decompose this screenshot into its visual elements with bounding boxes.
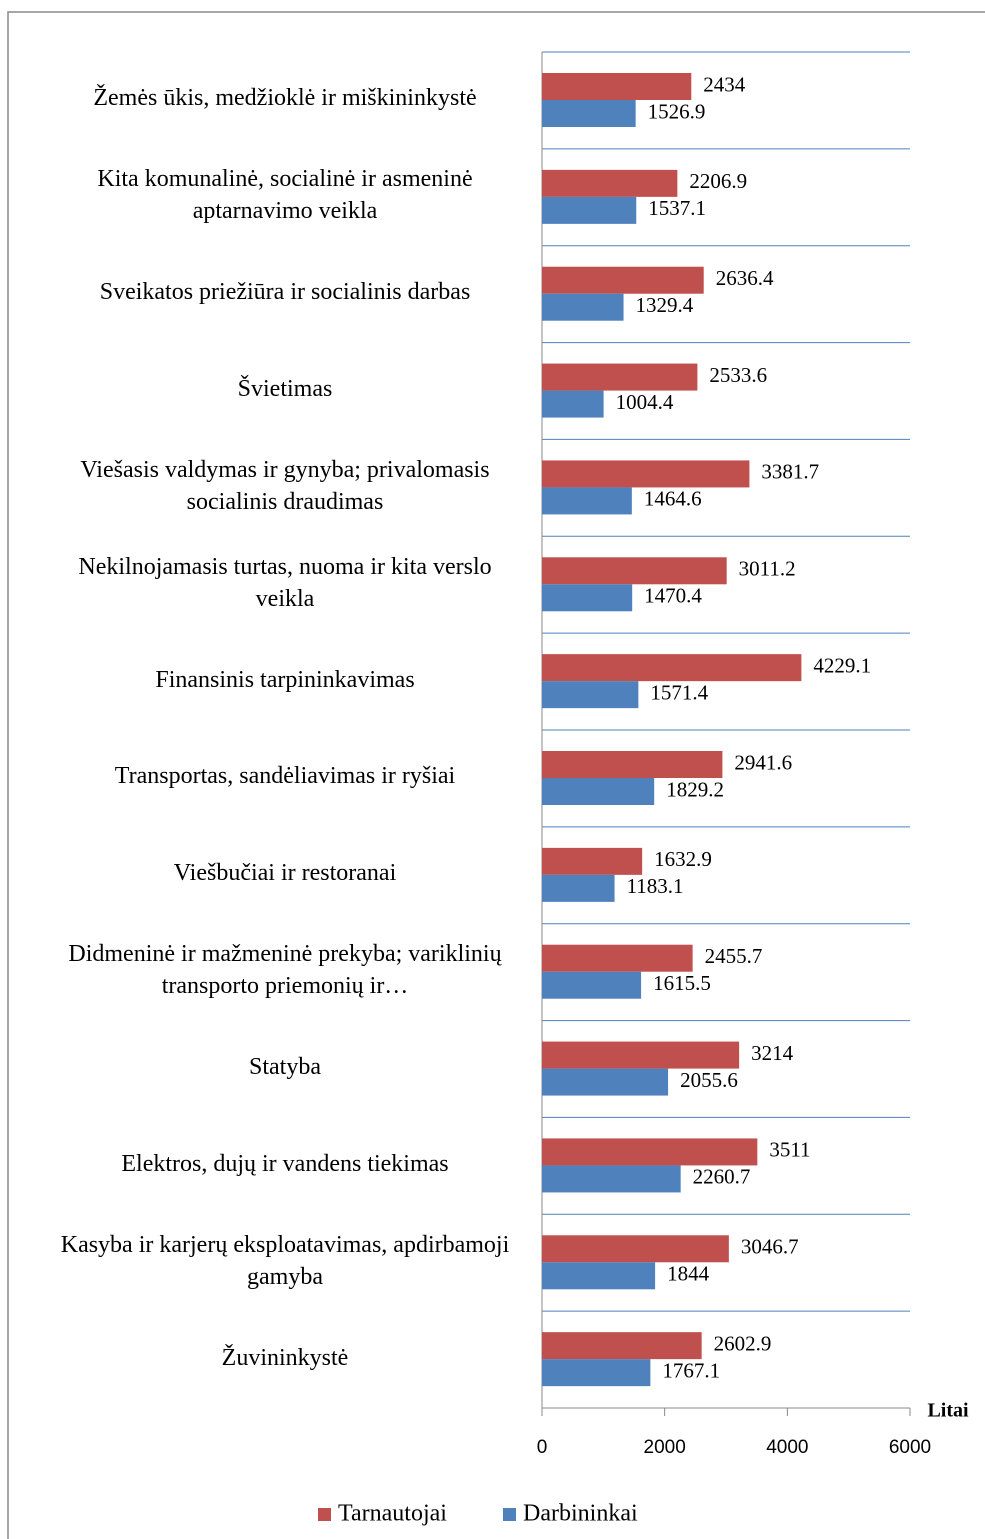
bar [542,778,655,805]
bar [542,681,639,709]
value-label: 2434 [703,72,746,96]
bar [542,100,636,127]
bar [542,1235,729,1263]
legend-label: Tarnautojai [338,1501,447,1527]
y-tick-label: Švietimas [237,376,333,402]
legend-swatch [318,1508,331,1521]
bar [542,196,637,224]
value-label: 1632.9 [654,847,712,871]
bar [542,169,678,197]
legend-label: Darbininkai [523,1501,638,1527]
y-tick-label: Kasyba ir karjerų eksploatavimas, apdirb… [60,1231,510,1290]
x-tick-label: 0 [537,1437,548,1458]
bar [542,293,624,321]
bar [542,654,802,682]
bar [542,584,633,612]
bar [542,557,727,585]
y-tick-label: Žemės ūkis, medžioklė ir miškininkystė [93,85,477,112]
value-label: 3381.7 [761,460,819,484]
bar [542,73,692,100]
x-tick-label: 4000 [766,1437,808,1458]
y-tick-label: Sveikatos priežiūra ir socialinis darbas [99,279,471,306]
value-label: 2636.4 [716,266,774,290]
value-label: 1464.6 [644,487,702,511]
value-label: 3511 [769,1138,810,1162]
value-label: 1615.5 [653,971,711,995]
x-tick-label: 2000 [644,1437,686,1458]
value-label: 1767.1 [662,1358,720,1382]
bar [542,751,723,778]
value-label: 3214 [751,1041,794,1065]
y-tick-label: Finansinis tarpininkavimas [155,666,415,693]
value-label: 1844 [667,1262,710,1286]
bar [542,1165,681,1193]
bar [542,1332,702,1360]
value-label: 2055.6 [680,1068,738,1092]
value-label: 1537.1 [648,196,706,220]
y-tick-label: Transportas, sandėliavimas ir ryšiai [114,763,456,790]
value-label: 2941.6 [734,750,792,774]
bar [542,487,632,515]
y-tick-label: Viešasis valdymas ir gynyba; privalomasi… [80,456,490,515]
value-label: 2260.7 [693,1165,751,1189]
bar [542,1068,669,1096]
y-tick-label: Didmeninė ir mažmeninė prekyba; variklin… [68,941,502,1000]
value-label: 3011.2 [739,557,796,581]
value-label: 2533.6 [709,363,767,387]
bar [542,874,615,902]
value-label: 1004.4 [616,390,674,414]
bar [542,390,604,418]
value-label: 1571.4 [650,680,708,704]
y-tick-label: Viešbučiai ir restoranai [173,860,397,887]
value-label: 1329.4 [636,293,694,317]
value-label: 1526.9 [648,99,706,123]
value-label: 1829.2 [666,777,724,801]
bar [542,847,643,875]
value-label: 2455.7 [705,944,763,968]
y-tick-label: Žuvininkystė [221,1344,349,1371]
bar [542,971,642,999]
y-tick-label: Kita komunalinė, socialinė ir asmeninė a… [97,166,473,225]
bar [542,363,698,391]
frame [7,11,985,1539]
value-label: 4229.1 [813,653,871,677]
bar [542,944,693,972]
value-label: 2206.9 [689,169,747,193]
bar [542,1262,656,1290]
bar [542,266,704,294]
legend-swatch [503,1508,516,1521]
value-label: 1470.4 [644,584,702,608]
bar [542,1041,740,1069]
x-axis-label: Litai [927,1400,969,1422]
bar [542,460,750,488]
value-label: 2602.9 [714,1331,772,1355]
bar [542,1359,651,1387]
value-label: 1183.1 [627,874,684,898]
value-label: 3046.7 [741,1235,799,1259]
y-tick-label: Statyba [249,1054,321,1080]
x-tick-label: 6000 [889,1437,931,1458]
bar [542,1138,758,1166]
y-tick-label: Elektros, dujų ir vandens tiekimas [121,1150,449,1177]
y-tick-label: Nekilnojamasis turtas, nuoma ir kita ver… [78,553,492,612]
